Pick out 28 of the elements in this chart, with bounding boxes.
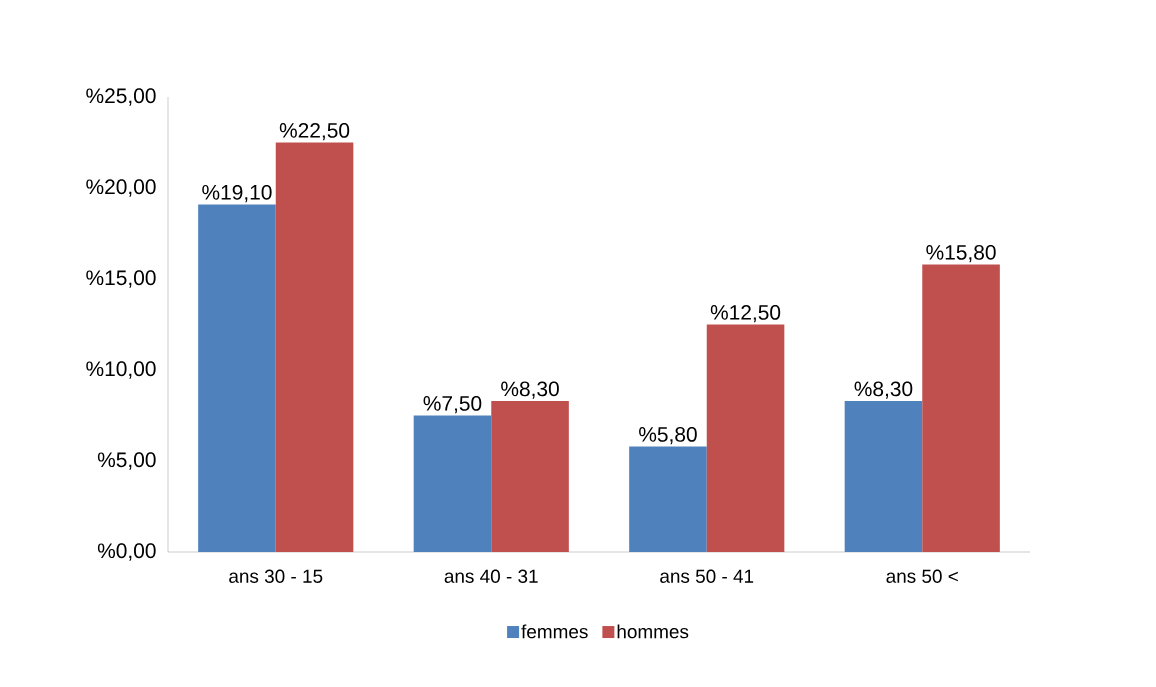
data-label: %22,50 [279,123,350,141]
y-tick-label: %15,00 [86,270,156,288]
y-tick-label: %10,00 [86,361,156,379]
bar [491,400,569,552]
x-tick-label: ans 40 - 31 [444,569,538,583]
x-tick-label: ans 50 - 41 [660,569,754,583]
legend-label: femmes [521,624,588,639]
legend-label: hommes [617,624,689,639]
data-label: %7,50 [423,396,482,414]
y-tick-label: %25,00 [86,88,156,106]
bar [413,415,492,552]
data-label: %8,30 [501,381,559,399]
y-tick-label: %20,00 [86,179,156,197]
data-label: %8,30 [854,381,913,399]
x-tick-label: ans 30 - 15 [229,569,323,583]
data-label: %5,80 [639,426,697,445]
bar [844,400,923,552]
bar [275,142,354,552]
data-label: %12,50 [710,305,781,323]
bar [706,324,785,552]
bar [198,204,276,552]
bar [629,446,707,552]
bar [922,264,1000,552]
data-label: %19,10 [202,184,272,203]
y-tick-label: %0,00 [97,543,156,561]
data-label: %15,80 [926,244,996,263]
x-tick-label: ans 50 < [886,569,958,583]
y-tick-label: %5,00 [97,452,156,470]
